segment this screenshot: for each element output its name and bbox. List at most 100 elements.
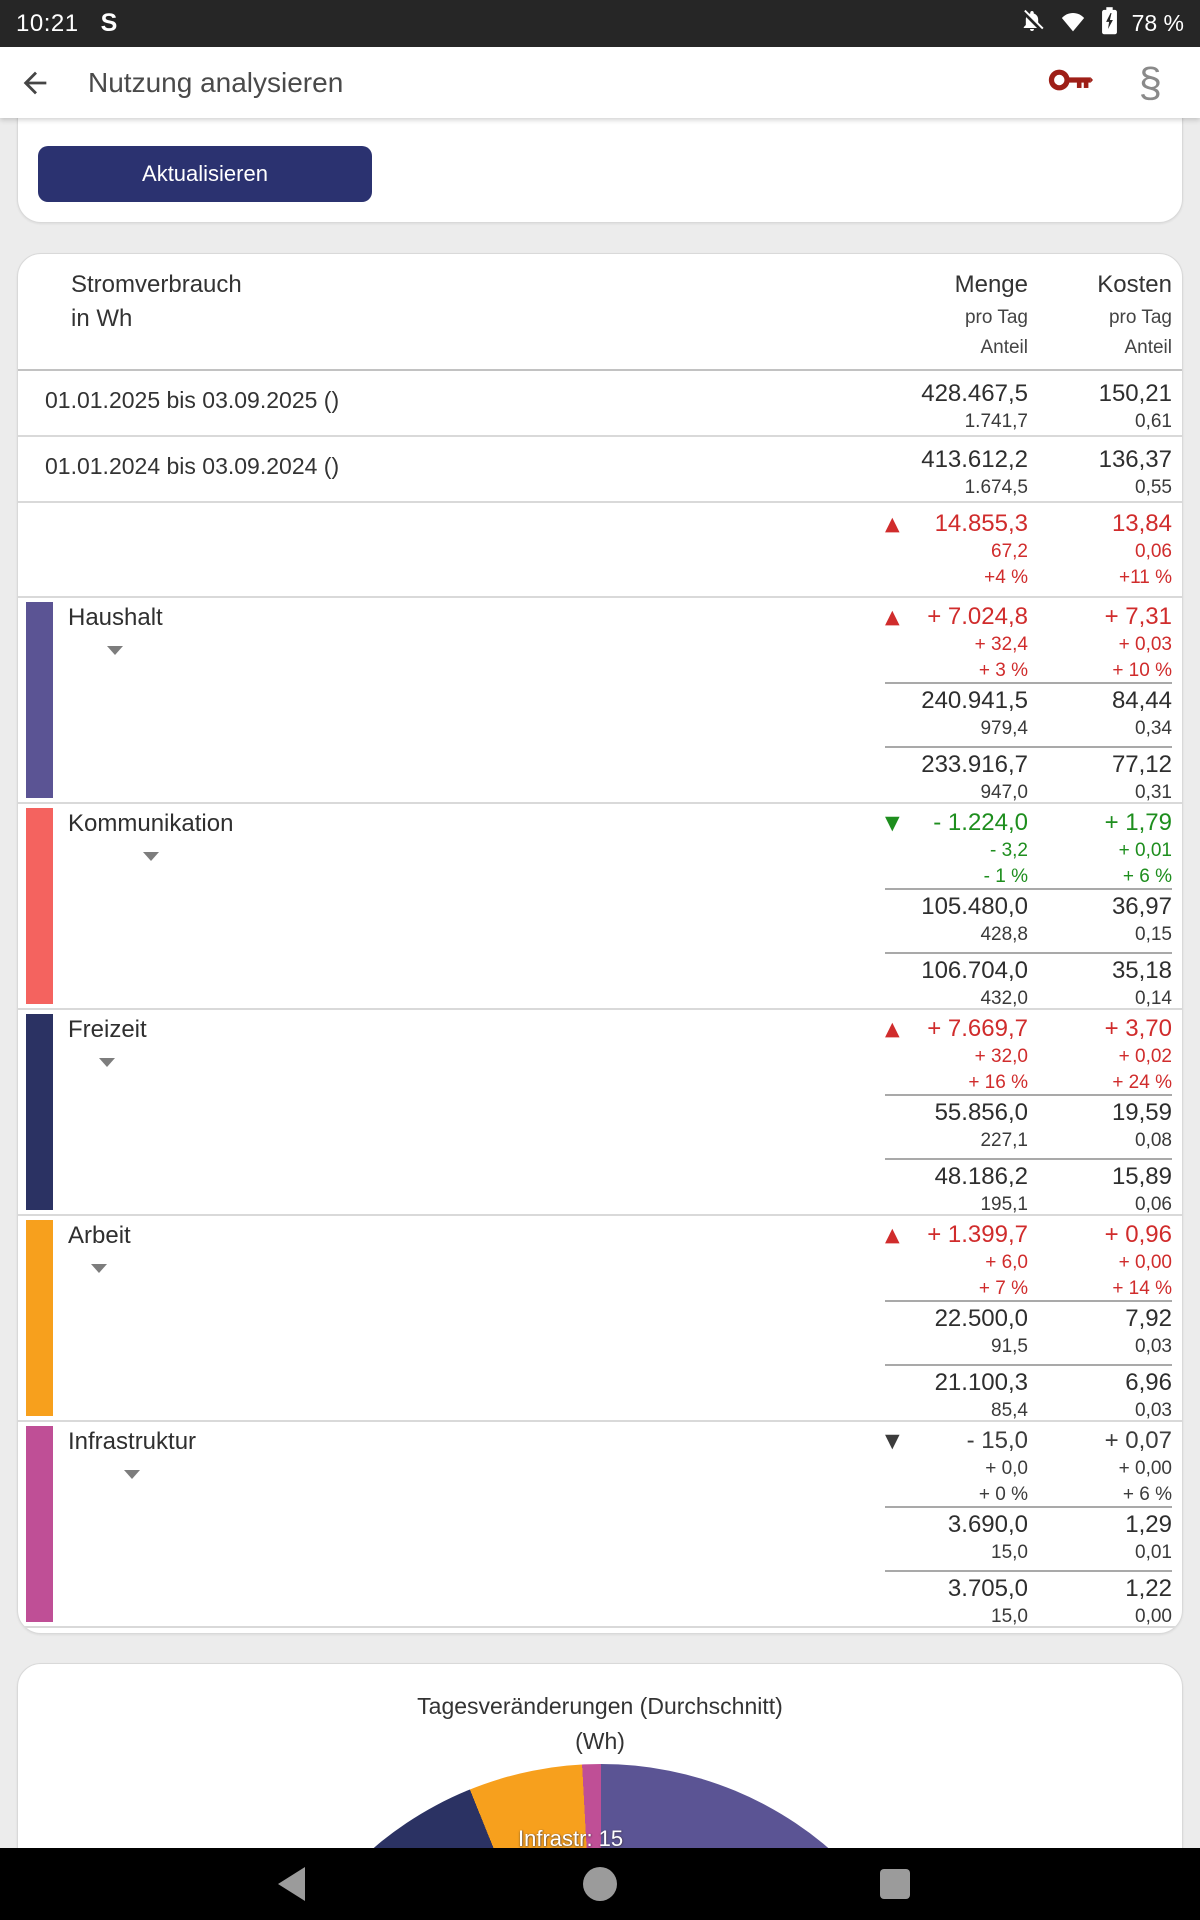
kosten-per-day: 0,08 (1135, 1130, 1172, 1151)
menge-value: 105.480,0 (921, 893, 1028, 920)
menge-value: 22.500,0 (934, 1305, 1028, 1332)
divider (885, 1570, 1172, 1572)
menge-diff-percent: + 3 % (978, 660, 1028, 681)
trend-arrow-icon: ▼ (885, 812, 900, 834)
menge-value: 55.856,0 (934, 1099, 1028, 1126)
kosten-value: 7,92 (1125, 1305, 1172, 1332)
nav-recents-icon[interactable] (880, 1869, 910, 1899)
menge-per-day: 432,0 (980, 988, 1028, 1009)
status-bar: 10:21 S 78 % (0, 0, 1200, 47)
kosten-diff-percent: + 10 % (1112, 660, 1172, 681)
android-nav-bar (0, 1848, 1200, 1920)
kosten-value: 19,59 (1111, 1099, 1172, 1126)
app-bar: Nutzung analysieren § (0, 47, 1200, 118)
divider (18, 369, 1182, 371)
divider (885, 888, 1172, 890)
kosten-per-day: 0,06 (1135, 1194, 1172, 1215)
menge-value: 3.690,0 (947, 1511, 1028, 1538)
total-diff-row: ▲ 14.855,3 13,84 67,2 0,06 +4 % +11 % (18, 503, 1182, 596)
kosten-diff-percent: + 6 % (1122, 1484, 1172, 1505)
menge-per-day: 15,0 (991, 1542, 1028, 1563)
table-title-line2: in Wh (71, 305, 133, 332)
period-row-2025: 01.01.2025 bis 03.09.2025 () 428.467,5 15… (18, 371, 1182, 435)
menge-diff: + 1.399,7 (927, 1221, 1028, 1248)
kosten-per-day: 0,55 (1135, 477, 1172, 498)
kosten-value: 136,37 (1098, 446, 1172, 473)
menge-diff-per-day: + 6,0 (985, 1252, 1028, 1273)
menge-value: 106.704,0 (921, 957, 1028, 984)
category-label: Haushalt (68, 604, 163, 631)
menge-diff-per-day: - 3,2 (989, 840, 1028, 861)
divider (885, 1506, 1172, 1508)
menge-per-day: 979,4 (980, 718, 1028, 739)
category-color-bar (26, 602, 53, 798)
divider (18, 501, 1182, 503)
divider (885, 1094, 1172, 1096)
chevron-down-icon[interactable] (107, 646, 124, 655)
menge-diff-percent: + 0 % (978, 1484, 1028, 1505)
category-color-bar (26, 1426, 53, 1622)
menge-per-day: 91,5 (991, 1336, 1028, 1357)
col-header-menge: Menge (954, 271, 1028, 298)
divider (885, 1300, 1172, 1302)
period-label: 01.01.2024 bis 03.09.2024 () (45, 453, 340, 479)
section-sign-icon[interactable]: § (1138, 58, 1162, 106)
trend-arrow-icon: ▼ (885, 1430, 900, 1452)
notifications-off-icon (1019, 8, 1045, 39)
refresh-button[interactable]: Aktualisieren (38, 146, 372, 202)
menge-per-day: 947,0 (980, 782, 1028, 803)
col-header-kosten: Kosten (1097, 271, 1172, 298)
kosten-diff-percent: + 14 % (1112, 1278, 1172, 1299)
chevron-down-icon[interactable] (91, 1264, 108, 1273)
trend-up-icon: ▲ (885, 513, 900, 535)
kosten-diff-per-day: + 0,03 (1118, 634, 1172, 655)
battery-charging-icon (1101, 7, 1118, 40)
divider (885, 682, 1172, 684)
category-label: Kommunikation (68, 810, 234, 837)
kosten-diff: + 0,96 (1104, 1221, 1172, 1248)
wifi-icon (1059, 9, 1087, 38)
kosten-value: 84,44 (1111, 687, 1172, 714)
menge-value: 21.100,3 (934, 1369, 1028, 1396)
kosten-diff: + 7,31 (1104, 603, 1172, 630)
chart-title: Tagesveränderungen (Durchschnitt) (417, 1693, 783, 1719)
chevron-down-icon[interactable] (99, 1058, 116, 1067)
trend-arrow-icon: ▲ (885, 606, 900, 628)
chart-unit: (Wh) (575, 1728, 625, 1754)
back-button[interactable] (0, 47, 70, 118)
nav-back-icon[interactable] (278, 1867, 305, 1901)
divider (885, 952, 1172, 954)
chevron-down-icon[interactable] (124, 1470, 141, 1479)
category-label: Infrastruktur (68, 1428, 197, 1455)
kosten-diff-per-day: + 0,00 (1118, 1458, 1172, 1479)
table-title-line1: Stromverbrauch (71, 271, 242, 298)
menge-per-day: 1.674,5 (964, 477, 1028, 498)
col-subheader-anteil: Anteil (980, 337, 1028, 358)
category-section-haushalt: Haushalt ▲ + 7.024,8 + 7,31 + 32,4 + 0,03 … (18, 598, 1182, 804)
kosten-diff-percent: + 6 % (1122, 866, 1172, 887)
category-color-bar (26, 1220, 53, 1416)
kosten-value: 15,89 (1111, 1163, 1172, 1190)
menge-diff-per-day: + 32,4 (974, 634, 1028, 655)
menge-value: 48.186,2 (934, 1163, 1028, 1190)
kosten-per-day: 0,00 (1135, 1606, 1172, 1627)
category-color-bar (26, 808, 53, 1004)
menge-diff: + 7.669,7 (927, 1015, 1028, 1042)
menge-diff-percent: + 16 % (968, 1072, 1028, 1093)
menge-per-day: 1.741,7 (964, 411, 1028, 432)
chevron-down-icon[interactable] (142, 852, 159, 861)
battery-percent: 78 % (1131, 10, 1184, 36)
trend-arrow-icon: ▲ (885, 1018, 900, 1040)
key-icon[interactable] (1047, 63, 1093, 102)
nav-home-icon[interactable] (583, 1867, 617, 1901)
col-subheader-pro-tag: pro Tag (1108, 307, 1172, 328)
menge-diff-percent: + 7 % (978, 1278, 1028, 1299)
category-section-infrastruktur: Infrastruktur ▼ - 15,0 + 0,07 + 0,0 + 0,00… (18, 1422, 1182, 1628)
category-label: Freizeit (68, 1016, 147, 1043)
pie-slice-label: Infrastr: 15 (518, 1826, 624, 1851)
menge-diff: - 15,0 (966, 1427, 1028, 1454)
menge-diff-percent: - 1 % (983, 866, 1028, 887)
app-notification-icon: S (100, 9, 118, 37)
page-title: Nutzung analysieren (88, 66, 344, 98)
